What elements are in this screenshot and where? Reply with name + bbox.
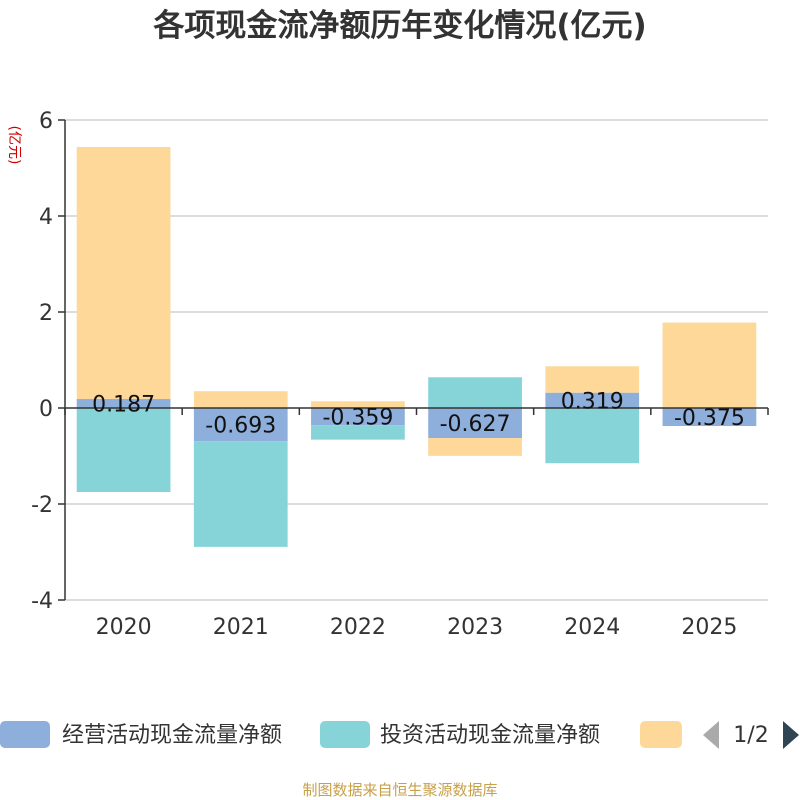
bar-series1-2021 bbox=[193, 441, 288, 547]
bar-series2-2024 bbox=[545, 366, 640, 393]
bar-series2-2020 bbox=[76, 147, 171, 400]
bar-series2-2022 bbox=[311, 401, 405, 408]
data-source-note: 制图数据来自恒生聚源数据库 bbox=[302, 781, 497, 799]
legend-label-operating[interactable]: 经营活动现金流量净额 bbox=[62, 723, 282, 748]
bar-series0-2024 bbox=[545, 392, 640, 408]
data-label-2025: -0.375 bbox=[674, 406, 745, 431]
data-label-2023: -0.627 bbox=[440, 412, 511, 437]
x-tick-label-2022: 2022 bbox=[330, 615, 386, 640]
y-tick-label--4: -4 bbox=[31, 589, 53, 614]
legend: 经营活动现金流量净额 投资活动现金流量净额 1/2 bbox=[0, 721, 799, 749]
bar-series1-2024 bbox=[545, 408, 640, 464]
bar-series2-2023 bbox=[428, 438, 522, 456]
x-tick-label-2023: 2023 bbox=[447, 615, 503, 640]
legend-next-page-icon[interactable] bbox=[783, 721, 799, 749]
bars-layer bbox=[76, 147, 757, 547]
gridlines bbox=[65, 119, 768, 601]
legend-label-investing[interactable]: 投资活动现金流量净额 bbox=[380, 723, 600, 748]
bar-series1-2020 bbox=[76, 408, 171, 492]
y-tick-label--2: -2 bbox=[31, 493, 53, 518]
legend-page-indicator: 1/2 bbox=[733, 723, 768, 748]
x-tick-label-2021: 2021 bbox=[213, 615, 269, 640]
data-label-2020: 0.187 bbox=[92, 393, 155, 418]
x-tick-label-2024: 2024 bbox=[564, 615, 620, 640]
x-tick-labels: 2020 2021 2022 2023 2024 2025 bbox=[96, 615, 738, 640]
legend-swatch-financing[interactable] bbox=[640, 721, 682, 748]
data-label-2024: 0.319 bbox=[561, 389, 624, 414]
bar-series2-2021 bbox=[193, 391, 288, 408]
bar-series0-2020 bbox=[76, 399, 171, 408]
y-tick-label-6: 6 bbox=[39, 109, 53, 134]
data-label-2022: -0.359 bbox=[322, 406, 393, 431]
x-tick-label-2020: 2020 bbox=[96, 615, 152, 640]
bar-series0-2021 bbox=[193, 408, 288, 442]
chart-title: 各项现金流净额历年变化情况(亿元) bbox=[152, 8, 646, 44]
bar-series1-2022 bbox=[311, 425, 405, 440]
axes-layer bbox=[58, 119, 769, 601]
bar-series2-2025 bbox=[662, 322, 757, 408]
x-tick-label-2025: 2025 bbox=[681, 615, 737, 640]
legend-swatch-operating[interactable] bbox=[0, 721, 50, 748]
y-tick-label-2: 2 bbox=[39, 301, 53, 326]
y-axis-unit-label: (亿元) bbox=[6, 126, 22, 165]
y-tick-label-0: 0 bbox=[39, 397, 53, 422]
bar-series0-2025 bbox=[662, 408, 757, 426]
bar-series1-2023 bbox=[428, 377, 522, 408]
data-label-2021: -0.693 bbox=[205, 414, 276, 439]
bar-series0-2022 bbox=[311, 408, 405, 426]
data-labels: 0.187 -0.693 -0.359 -0.627 0.319 -0.375 bbox=[92, 389, 745, 438]
y-tick-labels: -4 -2 0 2 4 6 bbox=[31, 109, 53, 614]
legend-prev-page-icon[interactable] bbox=[703, 721, 719, 749]
bar-series0-2023 bbox=[428, 408, 522, 439]
legend-swatch-investing[interactable] bbox=[320, 721, 370, 748]
y-tick-label-4: 4 bbox=[39, 205, 53, 230]
